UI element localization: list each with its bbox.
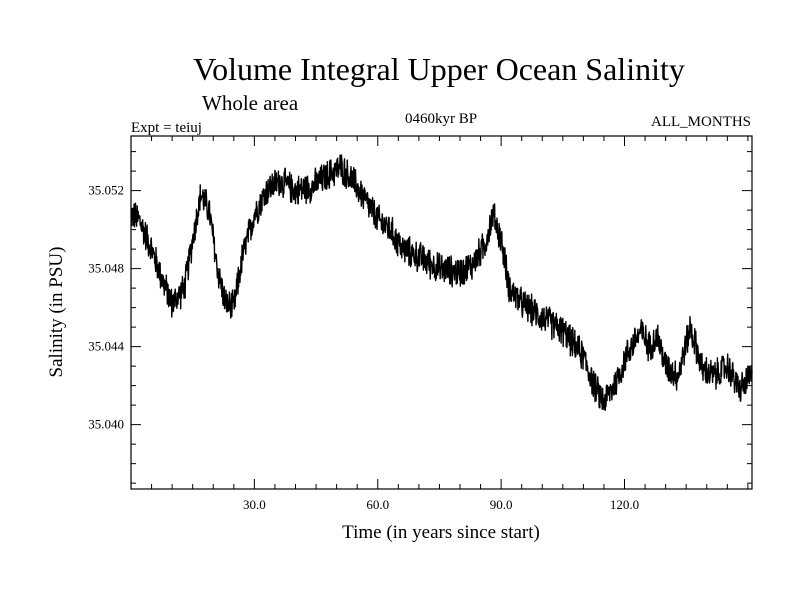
x-tick-label: 120.0 (610, 497, 639, 512)
x-tick-label: 60.0 (366, 497, 389, 512)
plot-frame (130, 135, 753, 490)
y-tick-label: 35.052 (88, 183, 124, 198)
plot-area (130, 154, 753, 411)
months-label: ALL_MONTHS (651, 114, 751, 130)
y-tick-label: 35.048 (88, 261, 124, 276)
y-tick-label: 35.040 (88, 417, 124, 432)
x-tick-label: 30.0 (243, 497, 266, 512)
x-tick-label: 90.0 (490, 497, 513, 512)
chart-subtitle: Whole area (202, 91, 299, 115)
y-tick-label: 35.044 (88, 339, 124, 354)
axis-ticks: 30.0 60.0 90.0 120.0 35.040 35.044 35.048 35.05… (88, 136, 752, 512)
salinity-series-line (130, 154, 753, 411)
period-label: 0460kyr BP (405, 111, 477, 127)
chart-title: Volume Integral Upper Ocean Salinity (193, 51, 685, 87)
experiment-label: Expt = teiuj (131, 120, 202, 136)
y-axis-label: Salinity (in PSU) (46, 247, 67, 378)
x-axis-label: Time (in years since start) (342, 522, 540, 543)
